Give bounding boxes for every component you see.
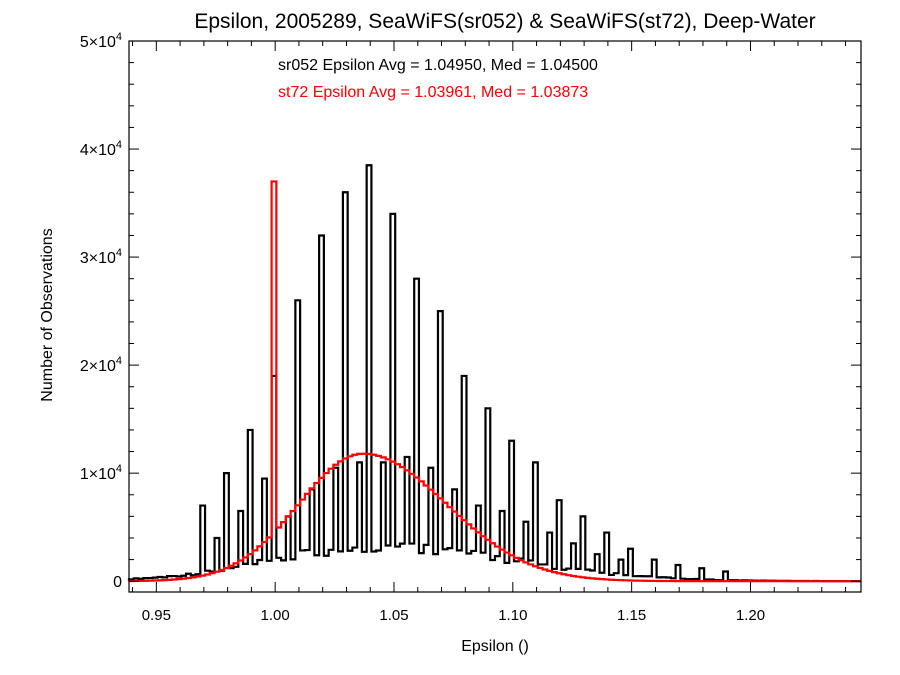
y-tick-label: 4×104 [80, 139, 122, 159]
x-tick-label: 1.20 [736, 607, 765, 624]
plot-frame [128, 40, 862, 593]
y-tick-label: 2×104 [80, 355, 122, 375]
y-tick-label: 5×104 [80, 31, 122, 51]
series-st72-histogram [127, 180, 861, 583]
x-tick-label: 1.05 [379, 607, 408, 624]
chart-title: Epsilon, 2005289, SeaWiFS(sr052) & SeaWi… [194, 10, 815, 33]
x-tick-label: 1.15 [617, 607, 646, 624]
y-axis-label: Number of Observations [39, 228, 56, 401]
y-tick-label: 3×104 [80, 247, 122, 267]
y-tick-label: 0 [113, 574, 122, 591]
y-tick-label: 1×104 [80, 463, 122, 483]
plot-area [127, 164, 861, 583]
x-tick-label: 1.00 [261, 607, 290, 624]
annotation-sr052: sr052 Epsilon Avg = 1.04950, Med = 1.045… [278, 57, 598, 74]
x-tick-label: 1.10 [498, 607, 527, 624]
x-tick-label: 0.95 [142, 607, 171, 624]
axes: 0.95 1.00 1.05 1.10 1.15 1.20 0 1×104 2×104 3×104… [80, 31, 862, 624]
annotation-st72: st72 Epsilon Avg = 1.03961, Med = 1.0387… [278, 84, 588, 101]
x-axis-label: Epsilon () [461, 638, 529, 655]
